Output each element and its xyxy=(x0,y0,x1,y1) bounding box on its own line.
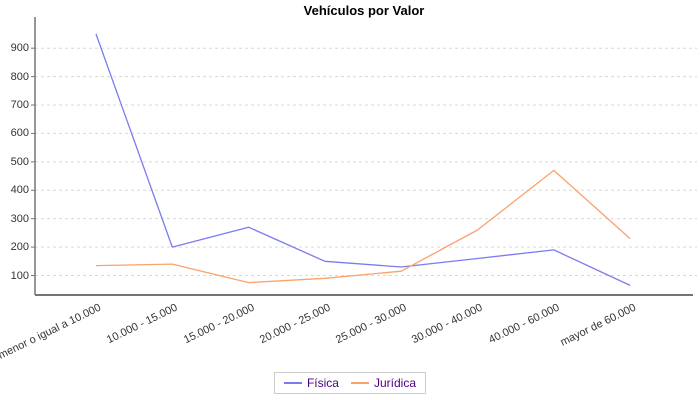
y-tick-label: 700 xyxy=(10,99,29,112)
y-tick-label: 200 xyxy=(10,241,29,254)
legend-label: Jurídica xyxy=(373,376,417,390)
legend-item: Jurídica xyxy=(350,376,417,390)
series-line-1 xyxy=(95,169,631,284)
legend: Física Jurídica xyxy=(273,372,427,394)
legend-item: Física xyxy=(283,376,339,390)
y-tick-label: 100 xyxy=(10,269,29,282)
y-tick-label: 900 xyxy=(10,42,29,55)
y-tick-label: 300 xyxy=(10,212,29,225)
series-line-0 xyxy=(95,33,631,286)
y-tick-label: 500 xyxy=(10,155,29,168)
legend-swatch xyxy=(283,382,302,384)
legend-label: Física xyxy=(306,376,339,390)
y-tick-label: 400 xyxy=(10,184,29,197)
chart-title: Vehículos por Valor xyxy=(303,3,425,18)
y-tick-label: 600 xyxy=(10,127,29,140)
y-tick-label: 800 xyxy=(10,70,29,83)
legend-swatch xyxy=(350,382,369,384)
